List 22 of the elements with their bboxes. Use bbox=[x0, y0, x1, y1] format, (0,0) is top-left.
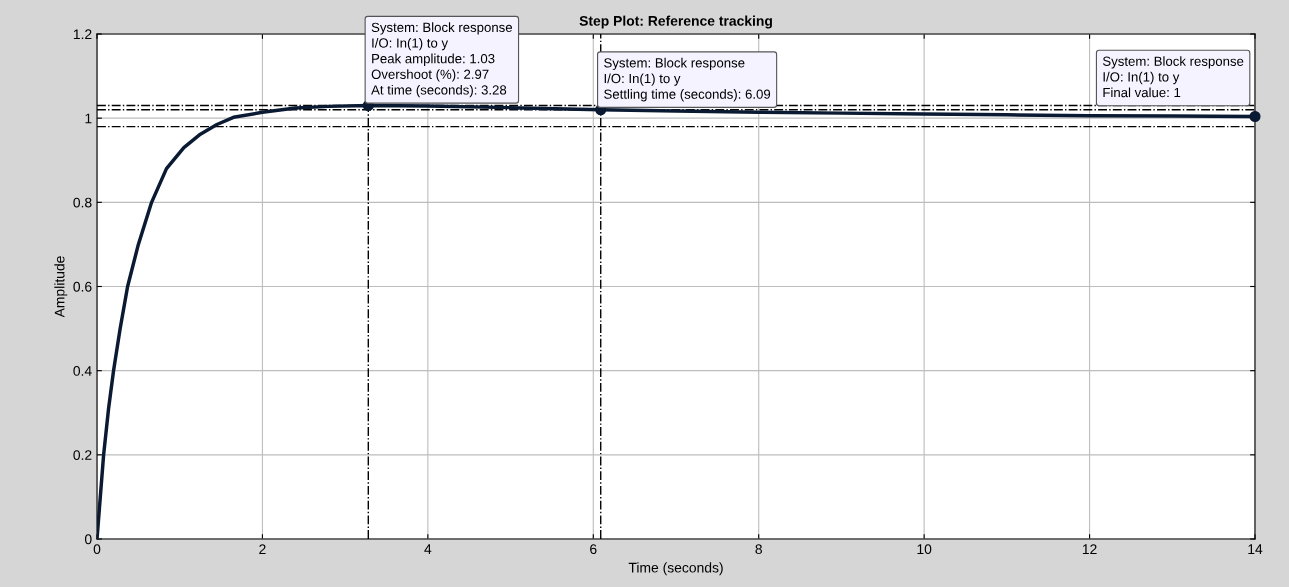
y-axis-title: Amplitude bbox=[54, 256, 68, 318]
point bbox=[1249, 110, 1261, 123]
chart-title: Step Plot: Reference tracking bbox=[579, 15, 772, 29]
x-tick-label: 12 bbox=[1082, 544, 1097, 554]
annotation: System: Block response I/O: In(1) to y Peak amplitude: 1.03 Overshoot (%): 2.97 At time (seconds): 3.28 bbox=[371, 22, 513, 98]
y-tick-label: 0.4 bbox=[73, 366, 92, 376]
x-tick-label: 6 bbox=[590, 544, 597, 555]
y-tick-label: 0.6 bbox=[73, 281, 92, 292]
y-tick-label: 1 bbox=[85, 113, 92, 124]
x-tick-label: 14 bbox=[1248, 544, 1263, 554]
x-tick-label: 2 bbox=[259, 544, 266, 554]
x-axis-title: Time (seconds) bbox=[628, 562, 723, 576]
x-tick-label: 8 bbox=[755, 544, 762, 555]
y-tick-label: 1.2 bbox=[73, 29, 92, 40]
y-tick-label: 0.8 bbox=[73, 197, 92, 208]
annotation: System: Block response I/O: In(1) to y Final value: 1 bbox=[1102, 56, 1244, 98]
y-tick-label: 0 bbox=[84, 534, 92, 545]
x-tick-label: 4 bbox=[424, 544, 432, 554]
annotation: System: Block response I/O: In(1) to y Settling time (seconds): 6.09 bbox=[604, 57, 771, 102]
x-tick-label: 10 bbox=[917, 544, 932, 555]
x-tick-label: 0 bbox=[93, 544, 101, 555]
y-tick-label: 0.2 bbox=[73, 450, 92, 460]
